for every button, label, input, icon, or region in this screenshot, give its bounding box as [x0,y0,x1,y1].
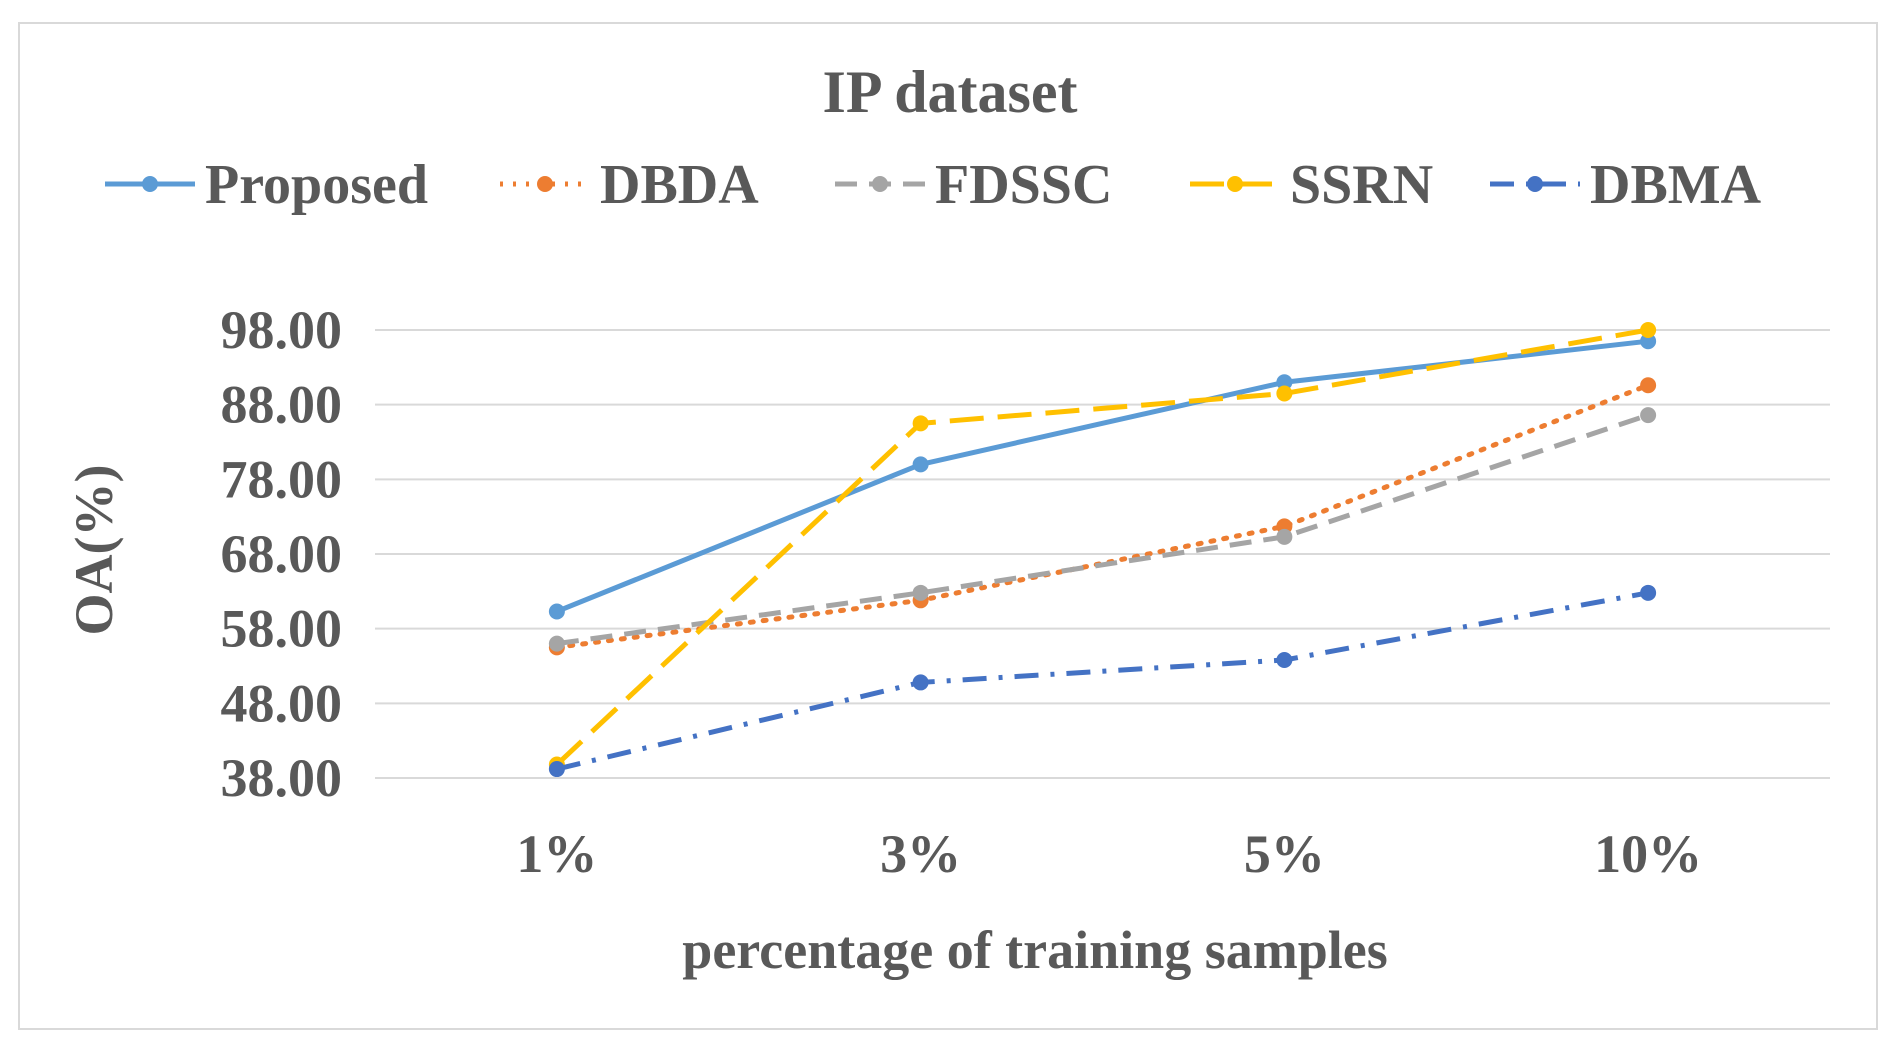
data-point [912,415,929,432]
series-line [555,327,1649,767]
data-point [1640,584,1657,601]
legend-item-proposed: Proposed [105,154,428,216]
series-line [556,590,1649,772]
data-point [1276,374,1293,391]
series-fdssc [548,407,1657,652]
x-axis-title: percentage of training samples [682,920,1387,980]
y-tick-label: 48.00 [221,673,343,733]
data-point [1276,652,1293,669]
data-point [1640,377,1657,394]
series-line [554,382,1651,650]
series-dbma [548,584,1657,778]
data-point [912,456,929,473]
legend-label: Proposed [205,154,428,216]
gridlines [375,329,1830,779]
legend-marker [142,176,158,192]
data-point [1640,322,1657,338]
legend-marker [872,176,888,192]
legend-marker [1527,176,1543,192]
legend-item-dbma: DBMA [1490,154,1762,216]
x-tick-label: 3% [880,824,961,884]
data-point [548,635,565,652]
y-axis-title: OA(%) [64,465,124,636]
legend-label: SSRN [1290,154,1433,216]
data-point [912,584,929,601]
series-line [555,338,1649,614]
series-lines [548,322,1657,778]
legend-label: FDSSC [935,154,1112,216]
x-tick-label: 1% [516,824,597,884]
data-point [1640,407,1657,424]
y-tick-label: 98.00 [221,300,343,360]
y-tick-label: 88.00 [221,375,343,435]
data-point [1276,528,1293,545]
y-tick-labels: 38.00 48.00 58.00 68.00 78.00 88.00 98.00 [221,300,343,808]
legend-item-dbda: DBDA [500,154,759,216]
legend-label: DBDA [600,154,759,216]
x-tick-label: 5% [1244,824,1325,884]
data-point [548,761,565,778]
y-tick-label: 38.00 [221,748,343,808]
y-tick-label: 68.00 [221,524,343,584]
data-point [1640,333,1657,350]
data-point [548,603,565,620]
legend-label: DBMA [1590,154,1762,216]
legend-marker [1227,176,1243,192]
legend-marker [537,176,553,192]
series-line [556,412,1649,647]
x-tick-label: 10% [1594,824,1702,884]
chart-frame [18,22,1878,1030]
series-proposed [548,333,1657,620]
y-tick-label: 58.00 [221,599,343,659]
legend-item-fdssc: FDSSC [835,154,1112,216]
data-point [1276,385,1293,402]
legend-item-ssrn: SSRN [1190,154,1433,216]
x-tick-labels: 1% 3% 5% 10% [516,824,1702,884]
data-point [912,674,929,691]
y-tick-label: 78.00 [221,449,343,509]
legend: Proposed DBDA FDSSC SSRN DBMA [105,154,1762,216]
chart-title: IP dataset [823,59,1078,125]
